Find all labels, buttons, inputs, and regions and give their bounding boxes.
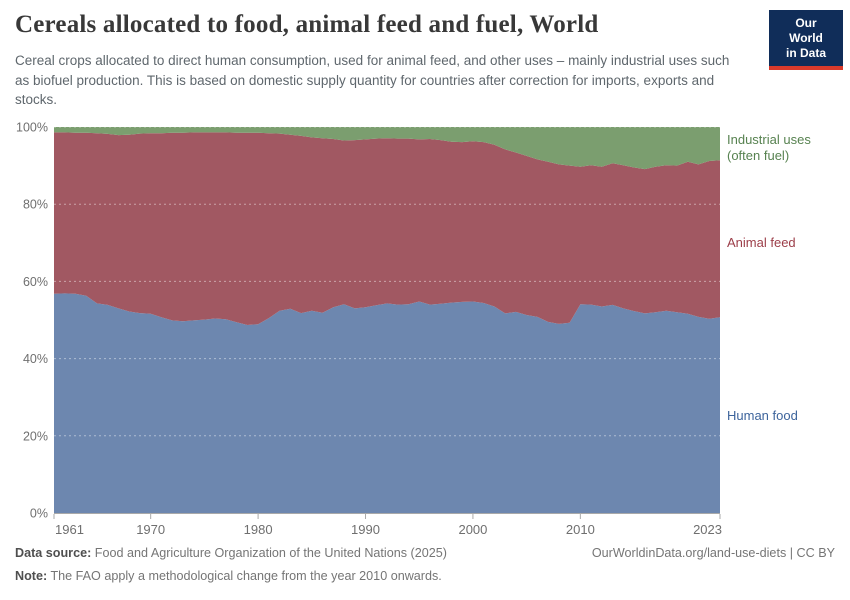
x-axis-label: 1990 [351,522,380,537]
data-source-line: Data source: Food and Agriculture Organi… [15,546,447,560]
data-source-label: Data source: [15,546,92,560]
y-axis-label: 60% [23,275,48,289]
owid-logo-line1: Our World [789,16,823,45]
x-axis-label: 2010 [566,522,595,537]
note-label: Note: [15,569,48,583]
y-axis-label: 20% [23,429,48,443]
owid-citation-link[interactable]: OurWorldinData.org/land-use-diets | CC B… [591,546,835,560]
y-axis-label: 40% [23,352,48,366]
series-label-industrial-uses: Industrial uses (often fuel) [727,132,811,163]
x-axis-label: 1970 [136,522,165,537]
x-axis-label: 1980 [244,522,273,537]
owid-logo[interactable]: Our World in Data [769,10,843,70]
series-label-human-food: Human food [727,408,798,423]
area-industrial-uses [54,127,720,170]
x-axis-label: 2000 [458,522,487,537]
x-axis-label: 1961 [55,522,84,537]
owid-logo-line2: in Data [785,46,826,60]
note-value: The FAO apply a methodological change fr… [47,569,442,583]
data-source-value: Food and Agriculture Organization of the… [91,546,447,560]
y-axis-label: 80% [23,198,48,212]
note-line: Note: The FAO apply a methodological cha… [15,569,442,583]
stacked-area-plot: 0% 20% 40% 60% 80% 100% 1961 1970 1980 1990 2000 20… [16,121,722,538]
y-axis-label: 100% [16,121,48,135]
x-axis-label: 2023 [693,522,722,537]
page-title: Cereals allocated to food, animal feed a… [15,11,599,38]
chart-subtitle: Cereal crops allocated to direct human c… [15,53,730,108]
area-human-food [54,293,720,513]
y-axis-label: 0% [30,507,48,521]
series-label-animal-feed: Animal feed [727,235,796,250]
area-animal-feed [54,132,720,325]
